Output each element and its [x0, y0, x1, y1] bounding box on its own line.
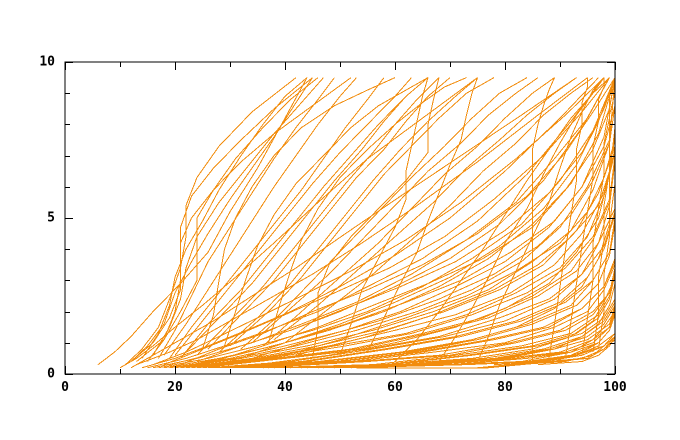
series-line [196, 77, 616, 362]
series-line [284, 77, 594, 344]
series-line [169, 77, 610, 366]
series-line [312, 77, 440, 359]
series-line [174, 77, 616, 369]
series-line [97, 77, 308, 366]
series-line [196, 77, 616, 369]
x-tick-label: 40 [277, 380, 293, 395]
series-line [438, 77, 605, 362]
series-line [257, 77, 616, 366]
series-line [158, 77, 335, 359]
series-line [174, 77, 616, 369]
series-line [130, 77, 313, 362]
series-line [180, 77, 429, 359]
y-tick-label: 0 [47, 366, 55, 382]
series-line [152, 77, 324, 356]
series-line [119, 77, 478, 369]
series-line [202, 77, 396, 350]
series-line [581, 77, 616, 356]
series-line [136, 77, 352, 362]
series-line [394, 77, 610, 362]
series-line [367, 77, 478, 353]
series-line [191, 77, 616, 366]
series-line [141, 77, 599, 369]
series-line [141, 77, 308, 359]
x-tick-label: 100 [603, 380, 627, 395]
series-line [532, 77, 555, 362]
x-tick-label: 80 [497, 380, 513, 395]
y-tick-label: 5 [47, 210, 55, 226]
series-line [152, 77, 605, 366]
series-line [268, 77, 467, 343]
y-tick-label: 10 [39, 54, 55, 70]
series-line [213, 77, 616, 362]
series-line [262, 77, 555, 347]
series-line [180, 77, 616, 366]
series-line [196, 77, 440, 356]
series-line [477, 77, 605, 362]
x-tick-label: 20 [167, 380, 183, 395]
series-line [207, 77, 451, 350]
series-line [147, 77, 319, 362]
series-line [240, 77, 528, 350]
series-line [174, 77, 412, 356]
series-line [251, 77, 616, 359]
x-tick-label: 0 [61, 380, 69, 395]
series-line [136, 77, 588, 366]
series-line [251, 77, 539, 344]
series-line [158, 77, 616, 369]
series-line [163, 77, 357, 356]
series-line [224, 77, 429, 347]
x-tick-label: 60 [387, 380, 403, 395]
series-line [229, 77, 495, 347]
series-line [125, 77, 297, 366]
series-line [130, 77, 313, 362]
series-line [130, 77, 577, 369]
series-line [169, 77, 616, 369]
series-line [229, 77, 616, 362]
series-line [218, 77, 478, 353]
series-line [284, 77, 616, 369]
series-line [548, 77, 588, 359]
series-line [169, 77, 385, 359]
series-line [185, 77, 429, 353]
series-line [163, 77, 610, 366]
data-series-group [97, 77, 616, 369]
tick-marks [64, 61, 617, 376]
